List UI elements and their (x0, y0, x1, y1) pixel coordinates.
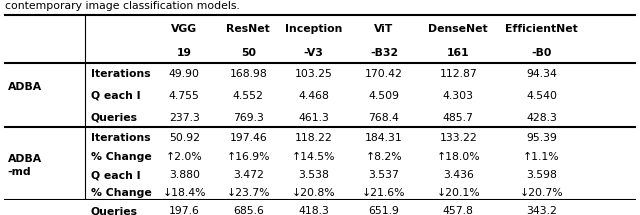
Text: 3.537: 3.537 (369, 170, 399, 180)
Text: -B32: -B32 (370, 48, 398, 58)
Text: 103.25: 103.25 (294, 69, 333, 79)
Text: 3.598: 3.598 (526, 170, 557, 180)
Text: 133.22: 133.22 (440, 133, 477, 143)
Text: DenseNet: DenseNet (428, 24, 488, 34)
Text: ResNet: ResNet (227, 24, 270, 34)
Text: 457.8: 457.8 (443, 206, 474, 215)
Text: Q each I: Q each I (91, 91, 141, 101)
Text: 4.552: 4.552 (233, 91, 264, 101)
Text: contemporary image classification models.: contemporary image classification models… (5, 1, 240, 11)
Text: ↓20.7%: ↓20.7% (520, 188, 563, 198)
Text: 94.34: 94.34 (526, 69, 557, 79)
Text: ↓21.6%: ↓21.6% (362, 188, 406, 198)
Text: % Change: % Change (91, 188, 152, 198)
Text: 461.3: 461.3 (298, 113, 329, 123)
Text: ↓23.7%: ↓23.7% (227, 188, 270, 198)
Text: 168.98: 168.98 (230, 69, 267, 79)
Text: Q each I: Q each I (91, 170, 141, 180)
Text: 4.468: 4.468 (298, 91, 329, 101)
Text: Inception: Inception (285, 24, 342, 34)
Text: 343.2: 343.2 (526, 206, 557, 215)
Text: ↑1.1%: ↑1.1% (523, 152, 560, 162)
Text: Iterations: Iterations (91, 133, 150, 143)
Text: 4.303: 4.303 (443, 91, 474, 101)
Text: 237.3: 237.3 (169, 113, 200, 123)
Text: 4.509: 4.509 (369, 91, 399, 101)
Text: 3.436: 3.436 (443, 170, 474, 180)
Text: ADBA
-md: ADBA -md (8, 154, 42, 177)
Text: 418.3: 418.3 (298, 206, 329, 215)
Text: 3.880: 3.880 (169, 170, 200, 180)
Text: 50: 50 (241, 48, 256, 58)
Text: ↑16.9%: ↑16.9% (227, 152, 270, 162)
Text: 49.90: 49.90 (169, 69, 200, 79)
Text: 768.4: 768.4 (369, 113, 399, 123)
Text: 769.3: 769.3 (233, 113, 264, 123)
Text: VGG: VGG (172, 24, 197, 34)
Text: 4.540: 4.540 (526, 91, 557, 101)
Text: -B0: -B0 (531, 48, 552, 58)
Text: 685.6: 685.6 (233, 206, 264, 215)
Text: Queries: Queries (91, 113, 138, 123)
Text: 118.22: 118.22 (295, 133, 332, 143)
Text: ↑18.0%: ↑18.0% (436, 152, 480, 162)
Text: 651.9: 651.9 (369, 206, 399, 215)
Text: 485.7: 485.7 (443, 113, 474, 123)
Text: ViT: ViT (374, 24, 394, 34)
Text: 428.3: 428.3 (526, 113, 557, 123)
Text: 112.87: 112.87 (440, 69, 477, 79)
Text: % Change: % Change (91, 152, 152, 162)
Text: ↑2.0%: ↑2.0% (166, 152, 203, 162)
Text: 3.538: 3.538 (298, 170, 329, 180)
Text: 197.6: 197.6 (169, 206, 200, 215)
Text: 4.755: 4.755 (169, 91, 200, 101)
Text: EfficientNet: EfficientNet (505, 24, 578, 34)
Text: 184.31: 184.31 (365, 133, 403, 143)
Text: 19: 19 (177, 48, 192, 58)
Text: ↑14.5%: ↑14.5% (292, 152, 335, 162)
Text: -V3: -V3 (303, 48, 324, 58)
Text: 197.46: 197.46 (230, 133, 267, 143)
Text: 95.39: 95.39 (526, 133, 557, 143)
Text: 170.42: 170.42 (365, 69, 403, 79)
Text: 50.92: 50.92 (169, 133, 200, 143)
Text: 3.472: 3.472 (233, 170, 264, 180)
Text: Queries: Queries (91, 206, 138, 215)
Text: ↓20.8%: ↓20.8% (292, 188, 335, 198)
Text: Iterations: Iterations (91, 69, 150, 79)
Text: ↑8.2%: ↑8.2% (365, 152, 403, 162)
Text: ↓18.4%: ↓18.4% (163, 188, 206, 198)
Text: ↓20.1%: ↓20.1% (436, 188, 480, 198)
Text: ADBA: ADBA (8, 82, 42, 92)
Text: 161: 161 (447, 48, 470, 58)
